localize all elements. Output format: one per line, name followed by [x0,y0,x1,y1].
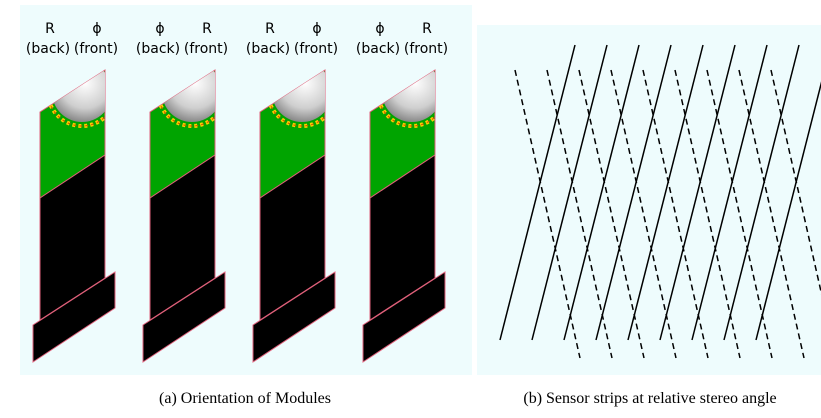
page: Rϕ(back)(front)ϕR(back)(front)Rϕ(back)(f… [0,0,821,418]
label: (front) [74,41,118,57]
label: R [202,21,212,37]
label: (back) [26,41,70,57]
label: ϕ [155,21,164,37]
label: (front) [404,41,448,57]
figure: Rϕ(back)(front)ϕR(back)(front)Rϕ(back)(f… [0,0,821,418]
label: ϕ [92,21,101,37]
panel-b [477,25,821,375]
label: (back) [136,41,180,57]
caption-b: (b) Sensor strips at relative stereo ang… [523,390,776,407]
label: R [45,21,55,37]
label: R [422,21,432,37]
label: (back) [246,41,290,57]
label: R [265,21,275,37]
label: ϕ [375,21,384,37]
label: (front) [184,41,228,57]
caption-a: (a) Orientation of Modules [159,390,331,407]
label: (back) [356,41,400,57]
label: (front) [294,41,338,57]
label: ϕ [312,21,321,37]
